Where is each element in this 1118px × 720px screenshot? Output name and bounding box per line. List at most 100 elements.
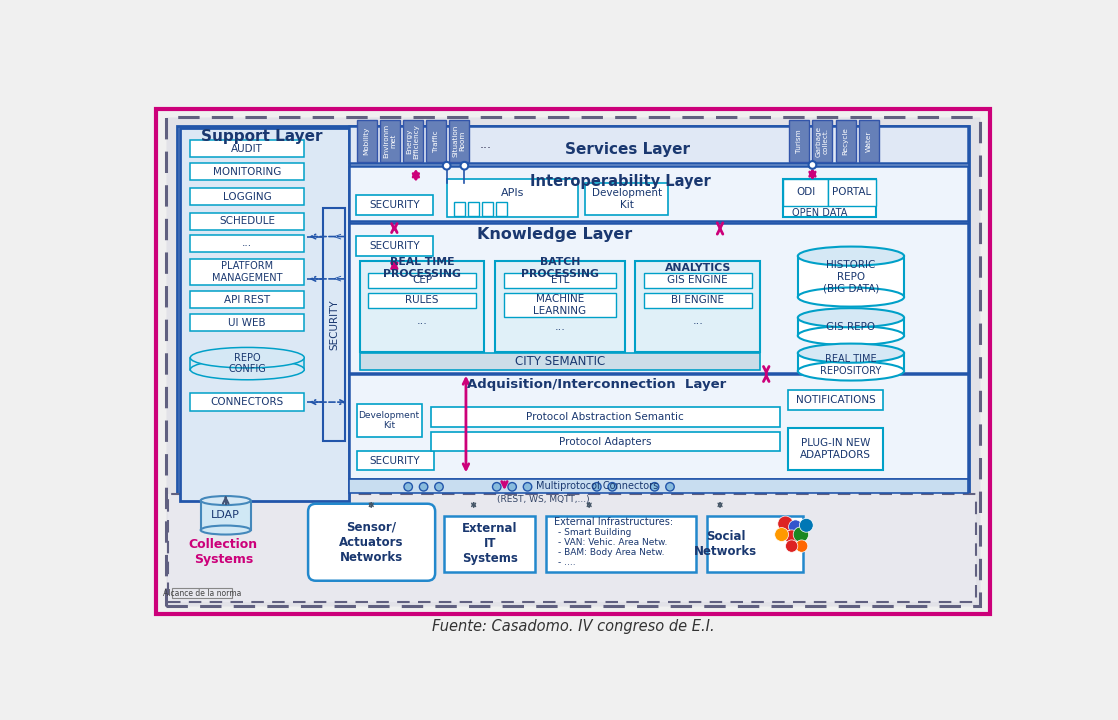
Bar <box>357 405 423 437</box>
Bar <box>432 408 780 427</box>
Bar <box>357 451 434 470</box>
Circle shape <box>493 482 501 491</box>
Text: Support Layer: Support Layer <box>201 129 323 144</box>
Bar <box>426 120 446 162</box>
Text: External Infrastructures:: External Infrastructures: <box>555 517 674 527</box>
Text: - Smart Building: - Smart Building <box>558 528 632 536</box>
Circle shape <box>808 161 816 168</box>
Bar <box>190 259 304 285</box>
Text: Water: Water <box>865 130 872 152</box>
Text: Development
Kit: Development Kit <box>591 188 662 210</box>
Ellipse shape <box>200 526 250 534</box>
Text: Collection
Systems: Collection Systems <box>189 539 258 566</box>
Text: Development
Kit: Development Kit <box>359 411 419 431</box>
Circle shape <box>665 482 674 491</box>
Bar <box>357 120 377 162</box>
Bar <box>859 120 879 162</box>
Text: Environm
met: Environm met <box>383 124 396 158</box>
Ellipse shape <box>798 361 904 381</box>
Bar <box>798 256 904 297</box>
Bar <box>495 261 625 352</box>
Ellipse shape <box>798 326 904 345</box>
Text: SECURITY: SECURITY <box>370 456 420 466</box>
Text: <: < <box>333 232 342 241</box>
Bar <box>177 127 969 503</box>
Bar <box>402 120 423 162</box>
Bar <box>190 163 304 180</box>
Text: Adquisition/Interconnection  Layer: Adquisition/Interconnection Layer <box>467 378 727 391</box>
Bar <box>323 208 345 441</box>
Circle shape <box>651 482 659 491</box>
Bar <box>784 179 827 206</box>
Bar <box>356 235 433 256</box>
Text: ETL: ETL <box>551 276 569 285</box>
Bar <box>444 516 536 572</box>
Bar <box>813 120 833 162</box>
Text: PLATFORM
MANAGEMENT: PLATFORM MANAGEMENT <box>212 261 283 283</box>
Text: ...: ... <box>243 238 253 248</box>
Bar <box>468 202 479 216</box>
Bar <box>190 358 304 369</box>
Text: - ....: - .... <box>558 558 576 567</box>
Bar <box>349 374 968 479</box>
Text: API REST: API REST <box>225 294 271 305</box>
Bar <box>368 273 476 288</box>
Text: MONITORING: MONITORING <box>214 167 282 177</box>
Text: REAL TIME
PROCESSING: REAL TIME PROCESSING <box>383 257 461 279</box>
Text: LOGGING: LOGGING <box>222 192 272 202</box>
Circle shape <box>461 162 468 169</box>
Text: Services Layer: Services Layer <box>565 142 690 157</box>
Bar <box>190 315 304 331</box>
Text: GIS REPO: GIS REPO <box>826 322 875 332</box>
Bar <box>504 293 616 318</box>
Ellipse shape <box>798 287 904 307</box>
Text: SECURITY: SECURITY <box>369 240 419 251</box>
Ellipse shape <box>798 246 904 266</box>
Text: <: < <box>333 274 342 284</box>
Text: REAL TIME
REPOSITORY: REAL TIME REPOSITORY <box>821 354 882 376</box>
Text: Knowledge Layer: Knowledge Layer <box>477 227 632 242</box>
Text: BATCH
PROCESSING: BATCH PROCESSING <box>521 257 599 279</box>
Text: Garbage
collect.: Garbage collect. <box>816 125 828 157</box>
Circle shape <box>508 482 517 491</box>
Text: ...: ... <box>555 322 566 332</box>
Text: ...: ... <box>692 316 703 326</box>
Bar <box>349 166 968 221</box>
Text: Protocol Adapters: Protocol Adapters <box>559 437 652 447</box>
Circle shape <box>419 482 428 491</box>
Bar <box>827 179 875 206</box>
Text: UI WEB: UI WEB <box>228 318 266 328</box>
Circle shape <box>435 482 443 491</box>
Text: GIS ENGINE: GIS ENGINE <box>667 276 728 285</box>
Ellipse shape <box>200 496 250 505</box>
Text: Situation
Room: Situation Room <box>453 125 465 157</box>
Text: (REST, WS, MQTT,...): (REST, WS, MQTT,...) <box>496 495 589 505</box>
Bar <box>449 120 470 162</box>
Circle shape <box>443 162 451 169</box>
Text: APIs: APIs <box>501 188 524 198</box>
Circle shape <box>404 482 413 491</box>
Text: HISTORIC
REPO
(BIG DATA): HISTORIC REPO (BIG DATA) <box>823 260 879 293</box>
Bar <box>368 293 476 308</box>
Text: LDAP: LDAP <box>211 510 240 521</box>
Text: REPO
CONFIG: REPO CONFIG <box>228 353 266 374</box>
Text: Energy
Efficiency: Energy Efficiency <box>406 124 419 158</box>
Bar <box>447 179 578 217</box>
Text: Turism: Turism <box>796 130 803 153</box>
Bar <box>644 293 751 308</box>
Text: Protocol Abstraction Semantic: Protocol Abstraction Semantic <box>527 413 684 423</box>
Bar <box>798 318 904 336</box>
Bar <box>165 117 980 606</box>
Circle shape <box>793 527 808 542</box>
Circle shape <box>523 482 532 491</box>
Bar <box>360 353 760 370</box>
Bar <box>190 188 304 205</box>
Circle shape <box>788 520 803 534</box>
Bar <box>635 261 760 352</box>
Text: PLUG-IN NEW
ADAPTADORS: PLUG-IN NEW ADAPTADORS <box>800 438 871 460</box>
Text: NOTIFICATIONS: NOTIFICATIONS <box>796 395 875 405</box>
Bar <box>190 235 304 252</box>
Bar <box>349 479 968 493</box>
Circle shape <box>799 518 813 532</box>
Bar <box>190 140 304 157</box>
